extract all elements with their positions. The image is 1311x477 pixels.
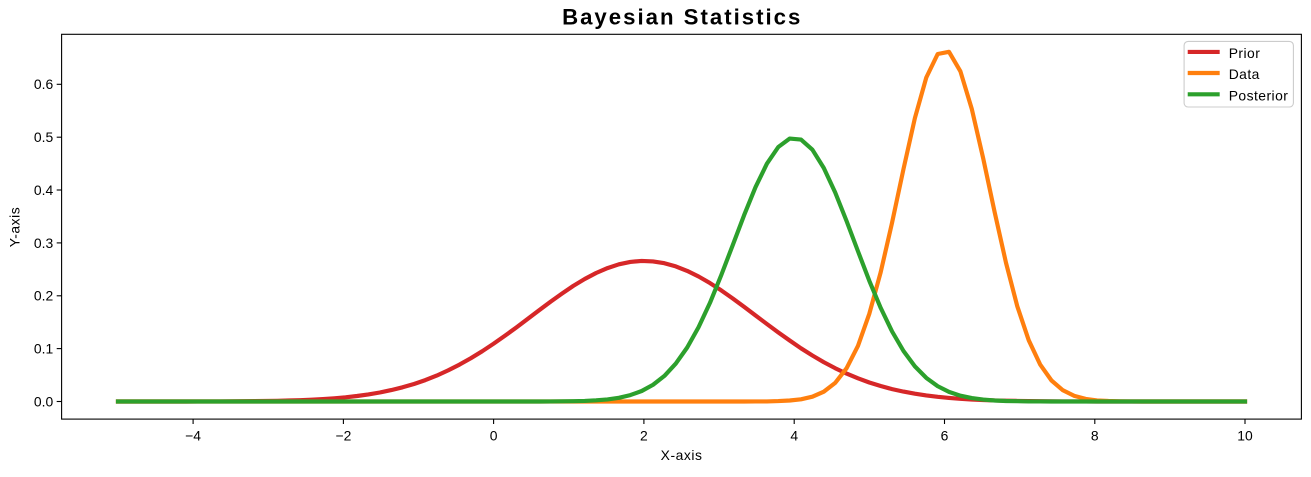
svg-text:0.3: 0.3 [34,235,54,251]
svg-text:0: 0 [490,427,498,443]
svg-text:Posterior: Posterior [1229,87,1289,103]
svg-text:X-axis: X-axis [661,447,703,463]
svg-text:Prior: Prior [1229,45,1261,61]
svg-text:8: 8 [1091,427,1099,443]
svg-text:6: 6 [941,427,949,443]
svg-text:2: 2 [640,427,648,443]
svg-text:0.4: 0.4 [34,182,54,198]
svg-text:Bayesian Statistics: Bayesian Statistics [562,5,802,30]
svg-text:10: 10 [1237,427,1253,443]
svg-text:0.5: 0.5 [34,129,54,145]
svg-text:−2: −2 [335,427,351,443]
svg-text:0.1: 0.1 [34,341,54,357]
svg-text:4: 4 [790,427,798,443]
svg-text:−4: −4 [185,427,201,443]
svg-text:0.2: 0.2 [34,288,54,304]
svg-text:0.0: 0.0 [34,393,54,409]
svg-text:0.6: 0.6 [34,76,54,92]
svg-text:Data: Data [1229,66,1260,82]
svg-text:Y-axis: Y-axis [7,207,23,248]
